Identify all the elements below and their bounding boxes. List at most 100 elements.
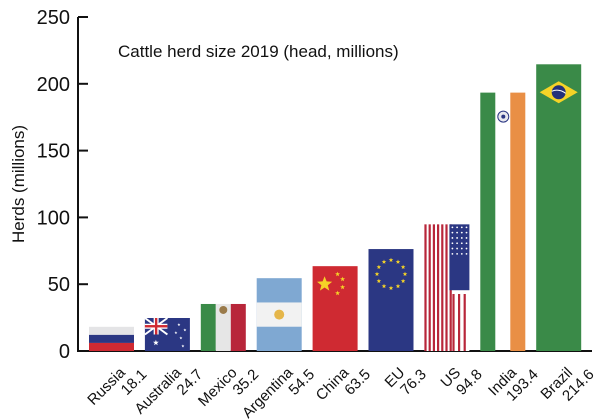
flag-stripe (89, 334, 134, 343)
bar-argentina (256, 278, 302, 351)
flag-star (465, 252, 468, 255)
flag-star (456, 247, 458, 250)
x-tick-labels: Russia18.1Australia24.7Mexico35.2Argenti… (84, 354, 597, 420)
flag-star (451, 242, 454, 245)
bar-australia (144, 317, 190, 351)
flag-star (465, 226, 468, 229)
flag-star (335, 271, 341, 277)
flag-star (181, 344, 185, 348)
flag-stripe (437, 224, 440, 351)
bar (536, 64, 582, 351)
flag-star (451, 247, 454, 250)
y-tick-label: 50 (48, 274, 70, 296)
y-tick-label: 250 (37, 7, 70, 29)
flag-star (340, 284, 346, 290)
chart-title: Cattle herd size 2019 (head, millions) (118, 42, 399, 61)
flag-union (144, 325, 168, 328)
x-tick-label: India193.4 (485, 354, 542, 411)
x-tick-label: Australia24.7 (131, 354, 206, 420)
flag-star (465, 231, 468, 234)
y-axis-label: Herds (millions) (9, 125, 28, 243)
flag-star (460, 226, 463, 229)
bar (89, 326, 134, 335)
flag-star (388, 257, 394, 262)
x-tick-label: China63.5 (313, 354, 374, 415)
bar-china (312, 266, 358, 351)
flag-star (402, 271, 408, 276)
flag-star (177, 323, 181, 326)
flag-star (400, 278, 406, 283)
flag-globe (551, 85, 566, 100)
flag-star (340, 276, 346, 282)
flag-stripe (441, 224, 444, 351)
flag-star (317, 276, 333, 291)
flag-star (456, 252, 458, 255)
x-tick-label: Brazil214.6 (537, 354, 597, 414)
flag-star (381, 259, 387, 264)
flag-sun (274, 309, 285, 320)
flag-star (335, 290, 341, 296)
flag-emblem (219, 305, 228, 314)
y-tick-label: 100 (37, 207, 70, 229)
y-tick-label: 200 (37, 74, 70, 96)
flag-stripe (89, 342, 134, 351)
flag-star (376, 278, 382, 283)
bar (312, 266, 358, 351)
bar (200, 303, 216, 351)
flag-stripe (215, 303, 231, 351)
flag-star (183, 328, 187, 332)
bar (480, 92, 496, 351)
flag-stripe (230, 303, 246, 351)
flag-star (395, 283, 401, 289)
flag-star (179, 336, 183, 340)
flag-star (460, 252, 463, 255)
flag-star (460, 247, 463, 250)
flag-star (456, 231, 458, 234)
flag-stripe (424, 224, 427, 351)
flag-star (460, 237, 463, 239)
flag-stripe (452, 294, 455, 351)
flag-star (174, 331, 178, 334)
flag-stripe (432, 224, 435, 351)
flag-star (451, 252, 454, 255)
bar-russia (89, 326, 134, 351)
y-tick-label: 150 (37, 141, 70, 163)
flag-star (451, 237, 454, 239)
flag-canton (449, 224, 470, 291)
flag-stripe (445, 224, 448, 351)
flag-chakra (501, 114, 506, 119)
flag-band (551, 89, 566, 94)
flag-star (456, 237, 458, 239)
flag-stripe (510, 92, 526, 351)
bar (368, 249, 414, 351)
flag-star (374, 271, 380, 276)
flag-star (451, 231, 454, 234)
flag-star (465, 237, 468, 239)
flag-star (460, 231, 463, 234)
bar-eu (368, 249, 414, 351)
bar-mexico (200, 303, 246, 351)
flag-star (465, 242, 468, 245)
flag-stripe (463, 294, 466, 351)
flag-star (153, 339, 159, 346)
bar-brazil (536, 64, 582, 351)
bar-us (424, 224, 470, 351)
bars (89, 64, 582, 351)
flag-star (381, 283, 387, 289)
flag-star (451, 226, 454, 229)
x-tick-label: EU76.3 (382, 354, 430, 402)
y-tick-label: 0 (59, 341, 70, 363)
flag-star (465, 247, 468, 250)
flag-star (395, 259, 401, 264)
flag-stripe (458, 294, 461, 351)
flag-star (376, 264, 382, 269)
flag-star (460, 242, 463, 245)
flag-star (456, 242, 458, 245)
x-tick-label: US94.8 (437, 354, 485, 402)
flag-star (456, 226, 458, 229)
flag-star (400, 264, 406, 269)
flag-star (388, 285, 394, 290)
bar-india (480, 92, 526, 351)
flag-stripe (428, 224, 431, 351)
